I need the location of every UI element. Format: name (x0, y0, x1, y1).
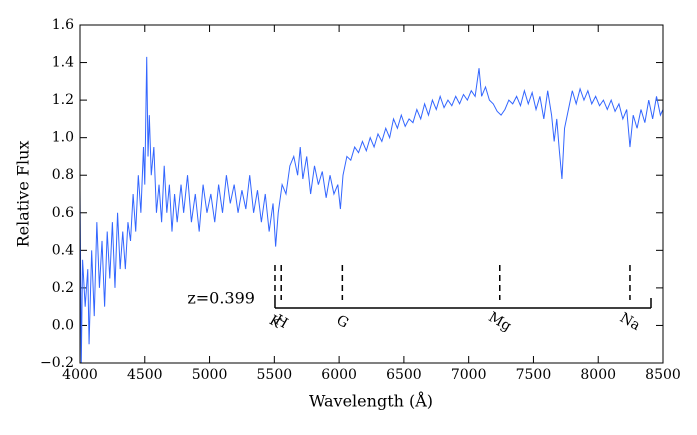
x-tick-label: 4000 (62, 367, 98, 383)
line-label: Na (617, 310, 643, 334)
plot-frame (79, 24, 664, 364)
y-tick-label: 1.4 (52, 55, 74, 71)
x-tick-label: 5000 (192, 367, 228, 383)
y-tick-label: 1.2 (52, 92, 74, 108)
y-tick-label: −0.2 (40, 355, 74, 371)
line-label: G (334, 312, 352, 331)
x-tick-label: 8500 (645, 367, 681, 383)
x-tick-label: 5500 (257, 367, 293, 383)
y-tick-label: 0.6 (52, 205, 74, 221)
x-tick-label: 7000 (451, 367, 487, 383)
x-tick-label: 7500 (516, 367, 552, 383)
y-tick-label: 0.0 (52, 317, 74, 333)
y-tick-label: 0.2 (52, 280, 74, 296)
x-axis-label: Wavelength (Å) (309, 391, 433, 411)
x-tick-label: 6500 (386, 367, 422, 383)
y-tick-label: 0.8 (52, 167, 74, 183)
y-tick-label: 1.6 (52, 17, 74, 33)
y-axis-label: Relative Flux (14, 141, 33, 248)
y-tick-label: 0.4 (52, 242, 74, 258)
spectrum-line (79, 56, 664, 364)
x-tick-label: 4500 (127, 367, 163, 383)
x-tick-label: 6000 (321, 367, 357, 383)
y-tick-label: 1.0 (52, 130, 74, 146)
redshift-label: z=0.399 (187, 289, 255, 308)
x-tick-label: 8000 (580, 367, 616, 383)
line-label: Mg (486, 309, 514, 335)
